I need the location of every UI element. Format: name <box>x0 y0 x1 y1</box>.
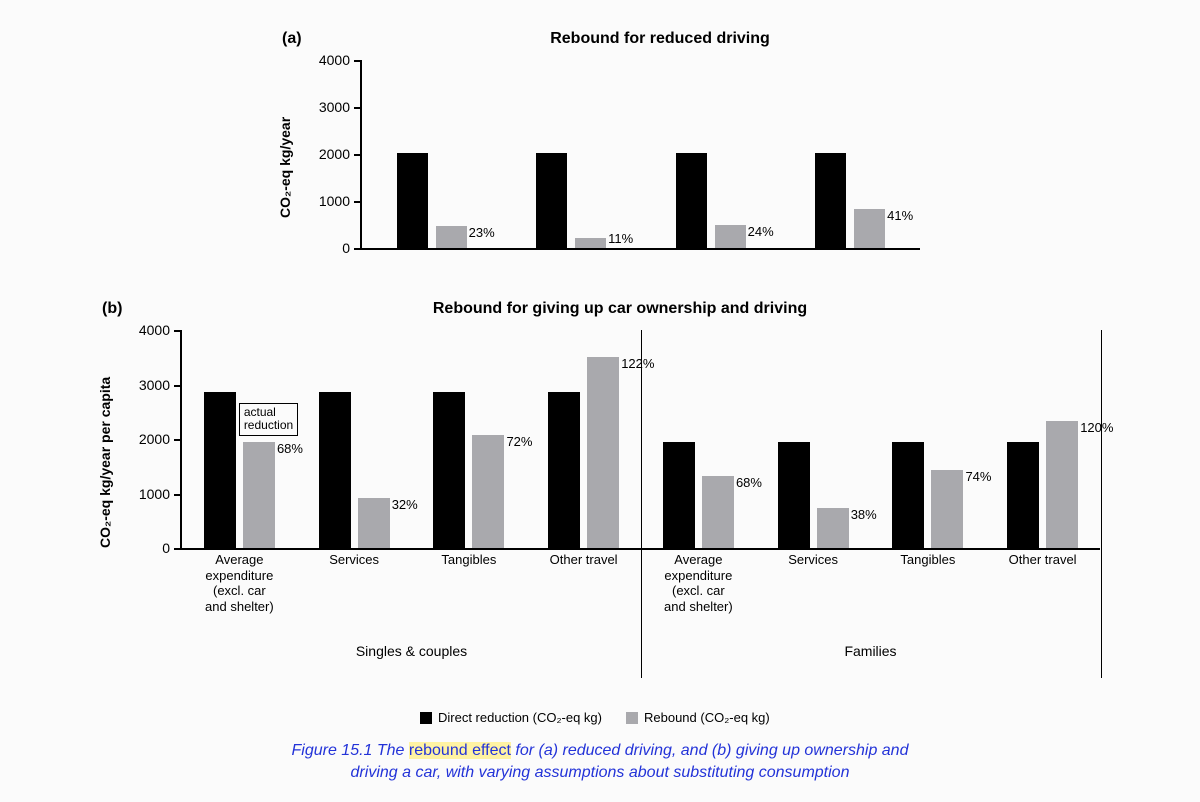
x-category-label: Other travel <box>526 548 641 568</box>
bar-pct-label: 38% <box>851 507 877 522</box>
y-tick-label: 0 <box>162 540 170 556</box>
caption-text-1: The <box>372 742 408 759</box>
bar-direct <box>397 153 428 248</box>
bar-direct <box>548 392 580 548</box>
y-tick <box>354 107 362 109</box>
y-tick <box>174 385 182 387</box>
y-tick-label: 0 <box>342 240 350 256</box>
y-tick-label: 3000 <box>139 377 170 393</box>
bar-pct-label: 23% <box>469 225 495 240</box>
bar-rebound <box>243 442 275 548</box>
caption-line2: driving a car, with varying assumptions … <box>351 764 850 781</box>
bar-pct-label: 24% <box>748 224 774 239</box>
bar-rebound <box>587 357 619 548</box>
y-tick-label: 2000 <box>139 431 170 447</box>
panel-b-ylabel: CO₂-eq kg/year per capita <box>97 368 113 548</box>
bar-direct <box>536 153 567 248</box>
bar-pct-label: 120% <box>1080 420 1113 435</box>
legend: Direct reduction (CO₂-eq kg) Rebound (CO… <box>420 710 770 725</box>
group-separator <box>641 330 642 678</box>
y-tick-label: 1000 <box>139 486 170 502</box>
bar-rebound <box>1046 421 1078 548</box>
x-category-label: Services <box>756 548 871 568</box>
panel-a-label: (a) <box>282 30 302 48</box>
legend-label-direct: Direct reduction (CO₂-eq kg) <box>438 710 602 725</box>
bar-rebound <box>472 435 504 548</box>
bar-pct-label: 122% <box>621 356 654 371</box>
group-label: Singles & couples <box>182 643 641 659</box>
bar-rebound <box>854 209 885 248</box>
bar-rebound <box>575 238 606 248</box>
y-tick-label: 4000 <box>139 322 170 338</box>
bar-direct <box>892 442 924 548</box>
x-category-label: Tangibles <box>871 548 986 568</box>
bar-direct <box>676 153 707 248</box>
group-label: Families <box>641 643 1100 659</box>
bar-rebound <box>931 470 963 548</box>
bar-direct <box>778 442 810 548</box>
x-category-label: Averageexpenditure(excl. carand shelter) <box>182 548 297 614</box>
legend-swatch-direct <box>420 712 432 724</box>
figure-container: (a) Rebound for reduced driving CO₂-eq k… <box>20 20 1180 782</box>
panel-a: (a) Rebound for reduced driving CO₂-eq k… <box>300 30 940 260</box>
legend-item-rebound: Rebound (CO₂-eq kg) <box>626 710 770 725</box>
y-tick <box>174 439 182 441</box>
x-category-label: Tangibles <box>412 548 527 568</box>
panel-b-plot: 0100020003000400068%Averageexpenditure(e… <box>180 330 1100 550</box>
bar-rebound <box>358 498 390 548</box>
bar-pct-label: 11% <box>608 231 633 246</box>
bar-pct-label: 74% <box>965 469 991 484</box>
y-tick <box>174 494 182 496</box>
bar-pct-label: 41% <box>887 208 913 223</box>
panel-b-title: Rebound for giving up car ownership and … <box>320 300 920 318</box>
y-tick <box>174 330 182 332</box>
bar-direct <box>319 392 351 548</box>
bar-direct <box>663 442 695 548</box>
caption-highlight: rebound effect <box>409 742 511 759</box>
y-tick-label: 4000 <box>319 52 350 68</box>
bar-pct-label: 68% <box>277 441 303 456</box>
bar-rebound <box>436 226 467 248</box>
bar-pct-label: 68% <box>736 475 762 490</box>
legend-item-direct: Direct reduction (CO₂-eq kg) <box>420 710 602 725</box>
bar-direct <box>204 392 236 548</box>
y-tick-label: 3000 <box>319 99 350 115</box>
panel-b-label: (b) <box>102 300 122 318</box>
bar-rebound <box>702 476 734 548</box>
x-category-label: Other travel <box>985 548 1100 568</box>
bar-pct-label: 72% <box>506 434 532 449</box>
figure-caption: Figure 15.1 The rebound effect for (a) r… <box>20 740 1180 785</box>
caption-text-2: for (a) reduced driving, and (b) giving … <box>511 742 909 759</box>
bar-rebound <box>715 225 746 248</box>
y-tick-label: 2000 <box>319 146 350 162</box>
bar-rebound <box>817 508 849 548</box>
y-tick <box>354 154 362 156</box>
y-tick <box>174 548 182 550</box>
bar-direct <box>1007 442 1039 548</box>
legend-label-rebound: Rebound (CO₂-eq kg) <box>644 710 770 725</box>
y-tick-label: 1000 <box>319 193 350 209</box>
panel-a-plot: 0100020003000400023%11%24%41% <box>360 60 920 250</box>
y-tick <box>354 248 362 250</box>
bar-direct <box>433 392 465 548</box>
panel-a-title: Rebound for reduced driving <box>460 30 860 48</box>
x-category-label: Services <box>297 548 412 568</box>
bar-pct-label: 32% <box>392 497 418 512</box>
y-tick <box>354 60 362 62</box>
y-tick <box>354 201 362 203</box>
x-category-label: Averageexpenditure(excl. carand shelter) <box>641 548 756 614</box>
panel-a-ylabel: CO₂-eq kg/year <box>277 98 293 218</box>
legend-swatch-rebound <box>626 712 638 724</box>
annotation-actual-reduction: actualreduction <box>239 403 298 435</box>
group-right-border <box>1101 330 1102 678</box>
bar-direct <box>815 153 846 248</box>
caption-lead: Figure 15.1 <box>292 742 373 759</box>
panel-b: (b) Rebound for giving up car ownership … <box>120 300 1120 560</box>
